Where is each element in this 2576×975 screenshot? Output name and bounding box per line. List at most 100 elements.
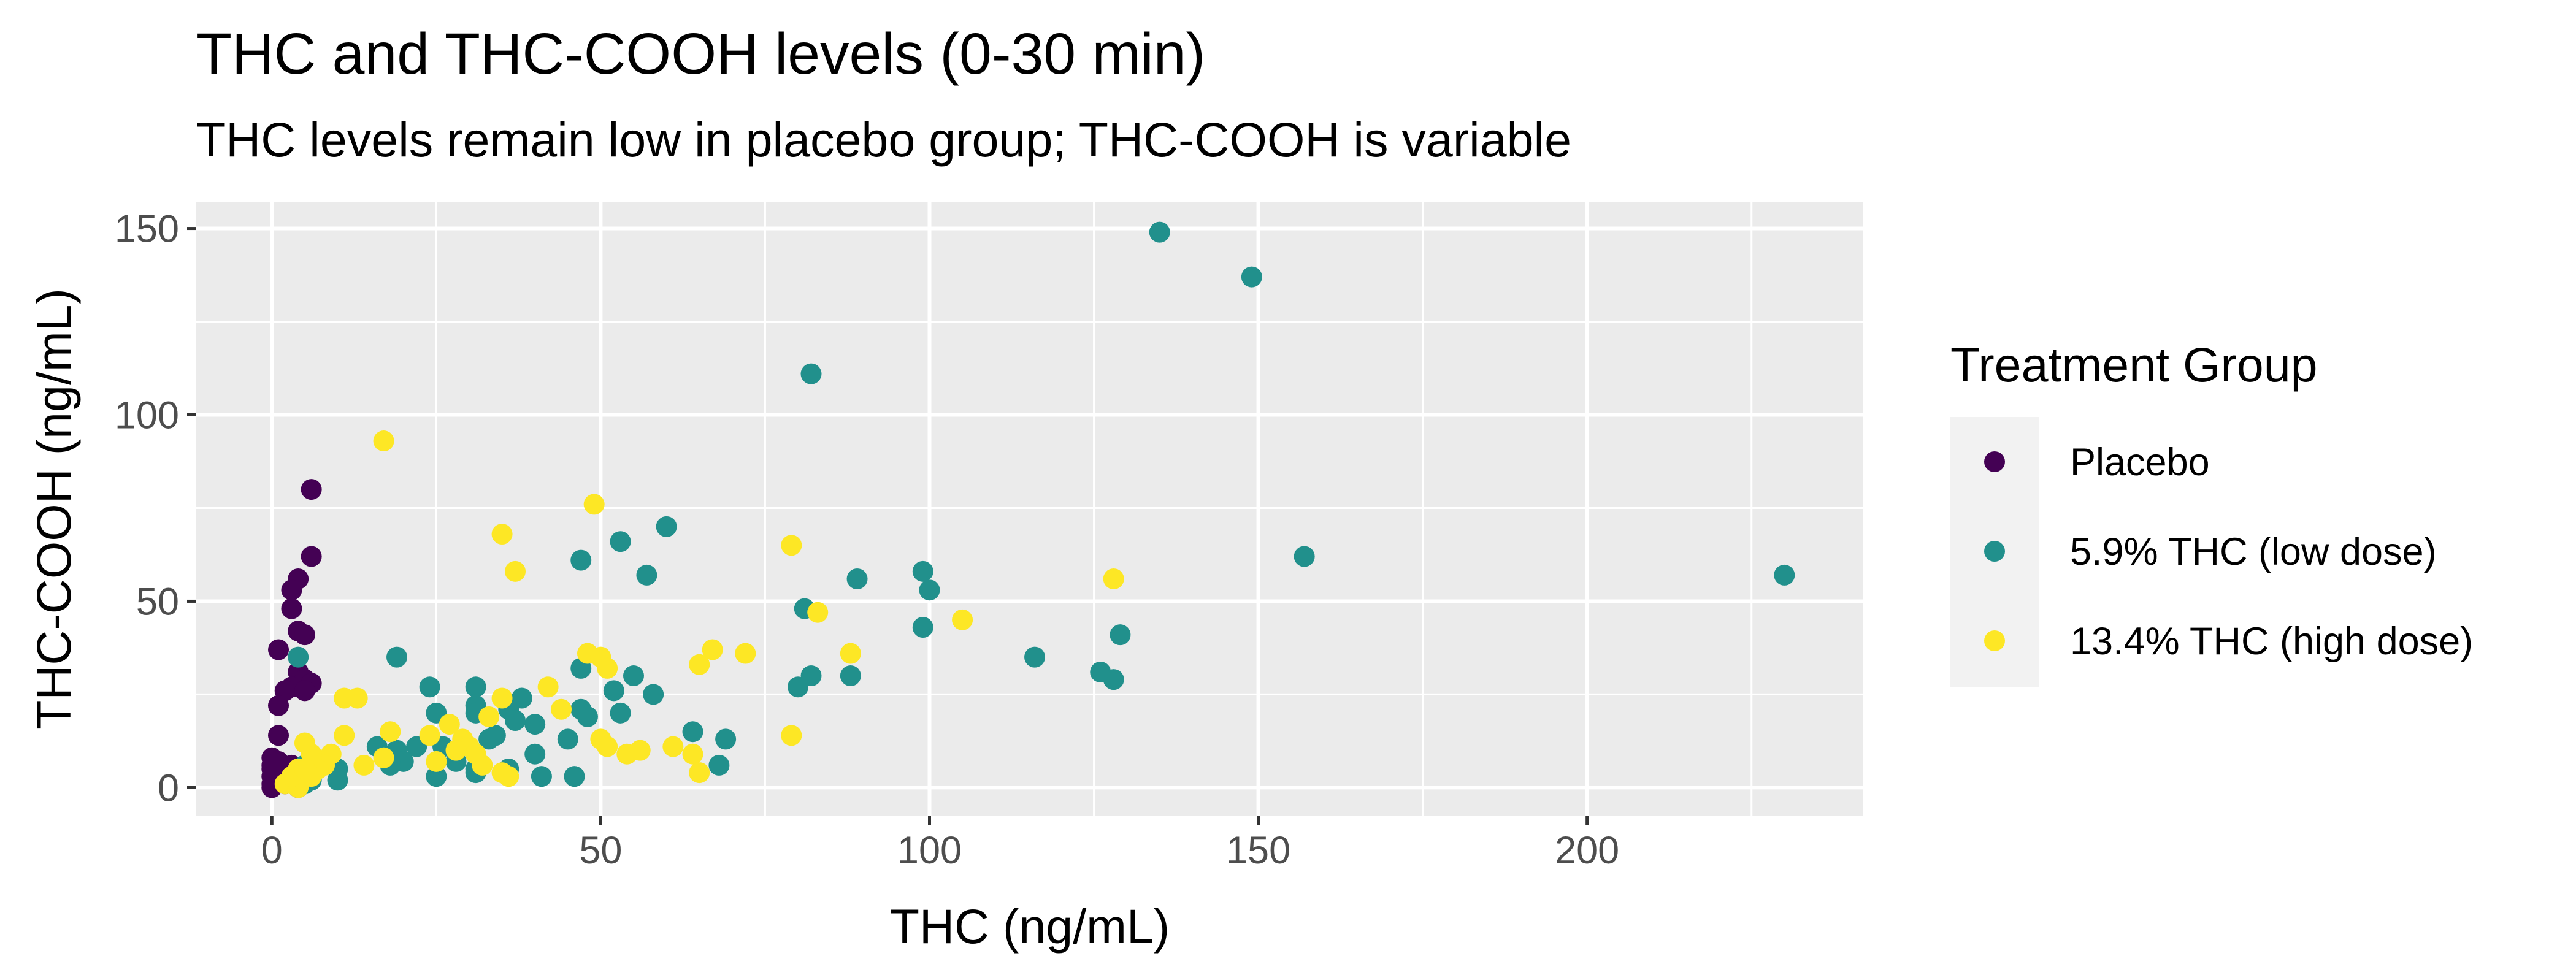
- data-point: [1294, 546, 1315, 567]
- data-point: [689, 654, 710, 675]
- x-tick-label: 0: [261, 829, 283, 872]
- y-tick-label: 50: [136, 580, 179, 623]
- data-point: [557, 728, 578, 750]
- y-tick-label: 0: [158, 767, 179, 809]
- legend-item-0: Placebo: [1984, 441, 2210, 484]
- data-point: [426, 751, 447, 772]
- data-point: [1149, 221, 1170, 243]
- data-point: [551, 698, 572, 720]
- y-axis-ticks: 0 50 100 150: [115, 208, 196, 809]
- data-point: [281, 579, 302, 601]
- data-point: [629, 740, 651, 761]
- data-point: [294, 759, 315, 780]
- data-point: [564, 766, 585, 787]
- data-point: [334, 725, 355, 746]
- data-point: [781, 725, 802, 746]
- data-point: [610, 702, 631, 724]
- data-point: [577, 706, 598, 727]
- data-point: [610, 531, 631, 552]
- data-point: [505, 560, 526, 582]
- data-point: [524, 743, 546, 765]
- legend-key: [1984, 541, 2005, 562]
- data-points: [261, 221, 1795, 798]
- chart-title: THC and THC-COOH levels (0-30 min): [196, 21, 1205, 86]
- data-point: [478, 706, 500, 727]
- data-point: [353, 754, 375, 776]
- data-point: [689, 762, 710, 784]
- data-point: [327, 770, 348, 791]
- data-point: [800, 363, 822, 384]
- data-point: [426, 766, 447, 787]
- data-point: [373, 430, 394, 452]
- data-point: [485, 725, 506, 746]
- data-point: [524, 714, 546, 735]
- data-point: [505, 709, 526, 731]
- data-point: [781, 535, 802, 556]
- data-point: [623, 665, 645, 687]
- data-point: [472, 754, 493, 776]
- x-tick-label: 150: [1226, 829, 1290, 872]
- legend-label: 5.9% THC (low dose): [2070, 530, 2437, 573]
- data-point: [294, 732, 315, 754]
- data-point: [439, 714, 460, 735]
- data-point: [373, 747, 394, 768]
- series-2: [274, 430, 1124, 798]
- data-point: [919, 579, 940, 601]
- data-point: [268, 639, 289, 660]
- legend-key: [1984, 630, 2005, 651]
- data-point: [1110, 624, 1131, 646]
- data-point: [288, 646, 309, 668]
- data-point: [912, 560, 933, 582]
- data-point: [268, 725, 289, 746]
- data-point: [597, 736, 618, 757]
- data-point: [281, 598, 302, 619]
- data-point: [1103, 568, 1124, 589]
- data-point: [380, 721, 401, 743]
- data-point: [662, 736, 684, 757]
- data-point: [788, 676, 809, 698]
- data-point: [294, 680, 315, 702]
- data-point: [537, 676, 559, 698]
- legend-label: Placebo: [2070, 441, 2210, 484]
- data-point: [846, 568, 868, 589]
- data-point: [419, 676, 440, 698]
- y-axis-title: THC-COOH (ng/mL): [26, 288, 81, 730]
- data-point: [656, 516, 677, 537]
- data-point: [643, 684, 664, 705]
- data-point: [301, 546, 322, 567]
- legend-items: Placebo 5.9% THC (low dose) 13.4% THC (hig…: [1984, 441, 2473, 663]
- data-point: [735, 643, 756, 664]
- data-point: [583, 494, 605, 515]
- data-point: [386, 646, 408, 668]
- data-point: [807, 602, 829, 623]
- data-point: [294, 624, 315, 646]
- data-point: [268, 695, 289, 716]
- data-point: [682, 721, 703, 743]
- legend-item-1: 5.9% THC (low dose): [1984, 530, 2437, 573]
- data-point: [1241, 266, 1262, 288]
- data-point: [419, 725, 440, 746]
- data-point: [597, 657, 618, 679]
- x-tick-label: 100: [897, 829, 962, 872]
- data-point: [491, 524, 513, 545]
- legend-title: Treatment Group: [1950, 337, 2318, 392]
- data-point: [1024, 646, 1046, 668]
- data-point: [465, 676, 486, 698]
- data-point: [491, 687, 513, 709]
- data-point: [840, 643, 861, 664]
- data-point: [1103, 669, 1124, 690]
- data-point: [708, 754, 730, 776]
- data-point: [840, 665, 861, 687]
- legend-key: [1984, 451, 2005, 472]
- data-point: [445, 740, 467, 761]
- y-tick-label: 100: [115, 394, 179, 437]
- legend-label: 13.4% THC (high dose): [2070, 620, 2473, 663]
- data-point: [952, 609, 973, 630]
- data-point: [498, 766, 519, 787]
- data-point: [715, 728, 737, 750]
- x-tick-label: 50: [579, 829, 622, 872]
- data-point: [603, 680, 624, 702]
- data-point: [531, 766, 552, 787]
- data-point: [702, 639, 723, 660]
